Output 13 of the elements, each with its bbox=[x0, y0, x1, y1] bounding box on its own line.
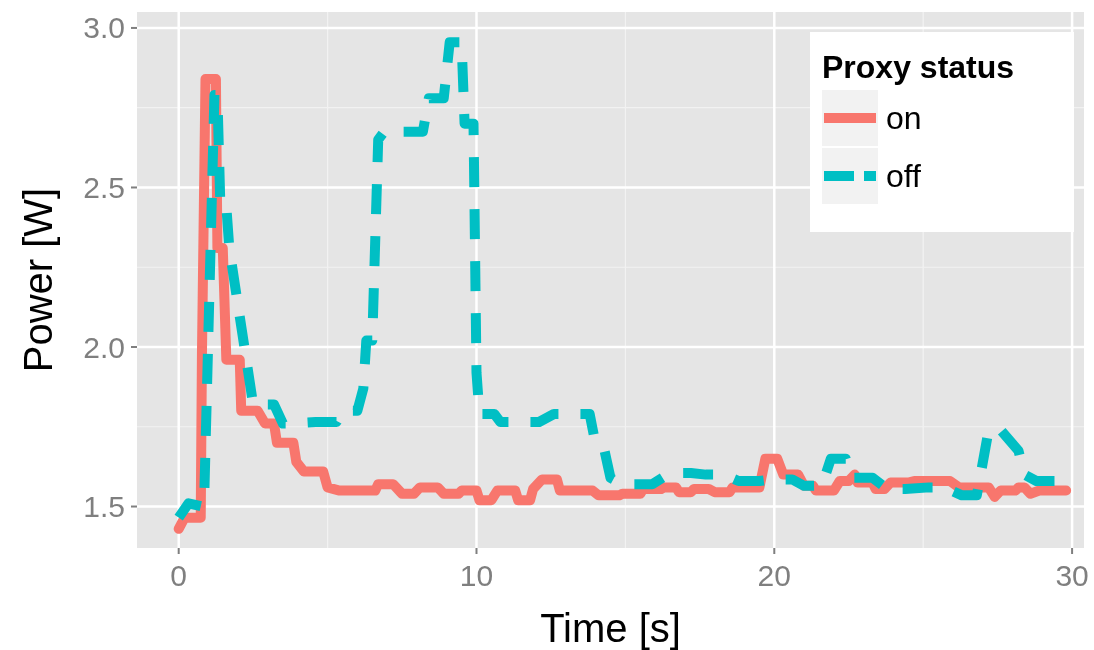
y-tick-label: 2.0 bbox=[83, 330, 125, 364]
y-tick-label: 1.5 bbox=[83, 490, 125, 524]
x-axis-title: Time [s] bbox=[540, 606, 681, 650]
legend-label: on bbox=[886, 100, 922, 137]
x-tick-label: 0 bbox=[170, 559, 188, 592]
x-tick-label: 20 bbox=[757, 559, 791, 592]
y-tick-label: 3.0 bbox=[83, 11, 125, 45]
x-tick-label: 10 bbox=[459, 559, 494, 592]
legend-label: off bbox=[886, 158, 922, 195]
y-tick-label: 2.5 bbox=[83, 170, 125, 204]
legend-title: Proxy status bbox=[822, 49, 1015, 85]
x-tick-label: 30 bbox=[1055, 559, 1089, 592]
y-axis-title: Power [W] bbox=[16, 187, 60, 373]
